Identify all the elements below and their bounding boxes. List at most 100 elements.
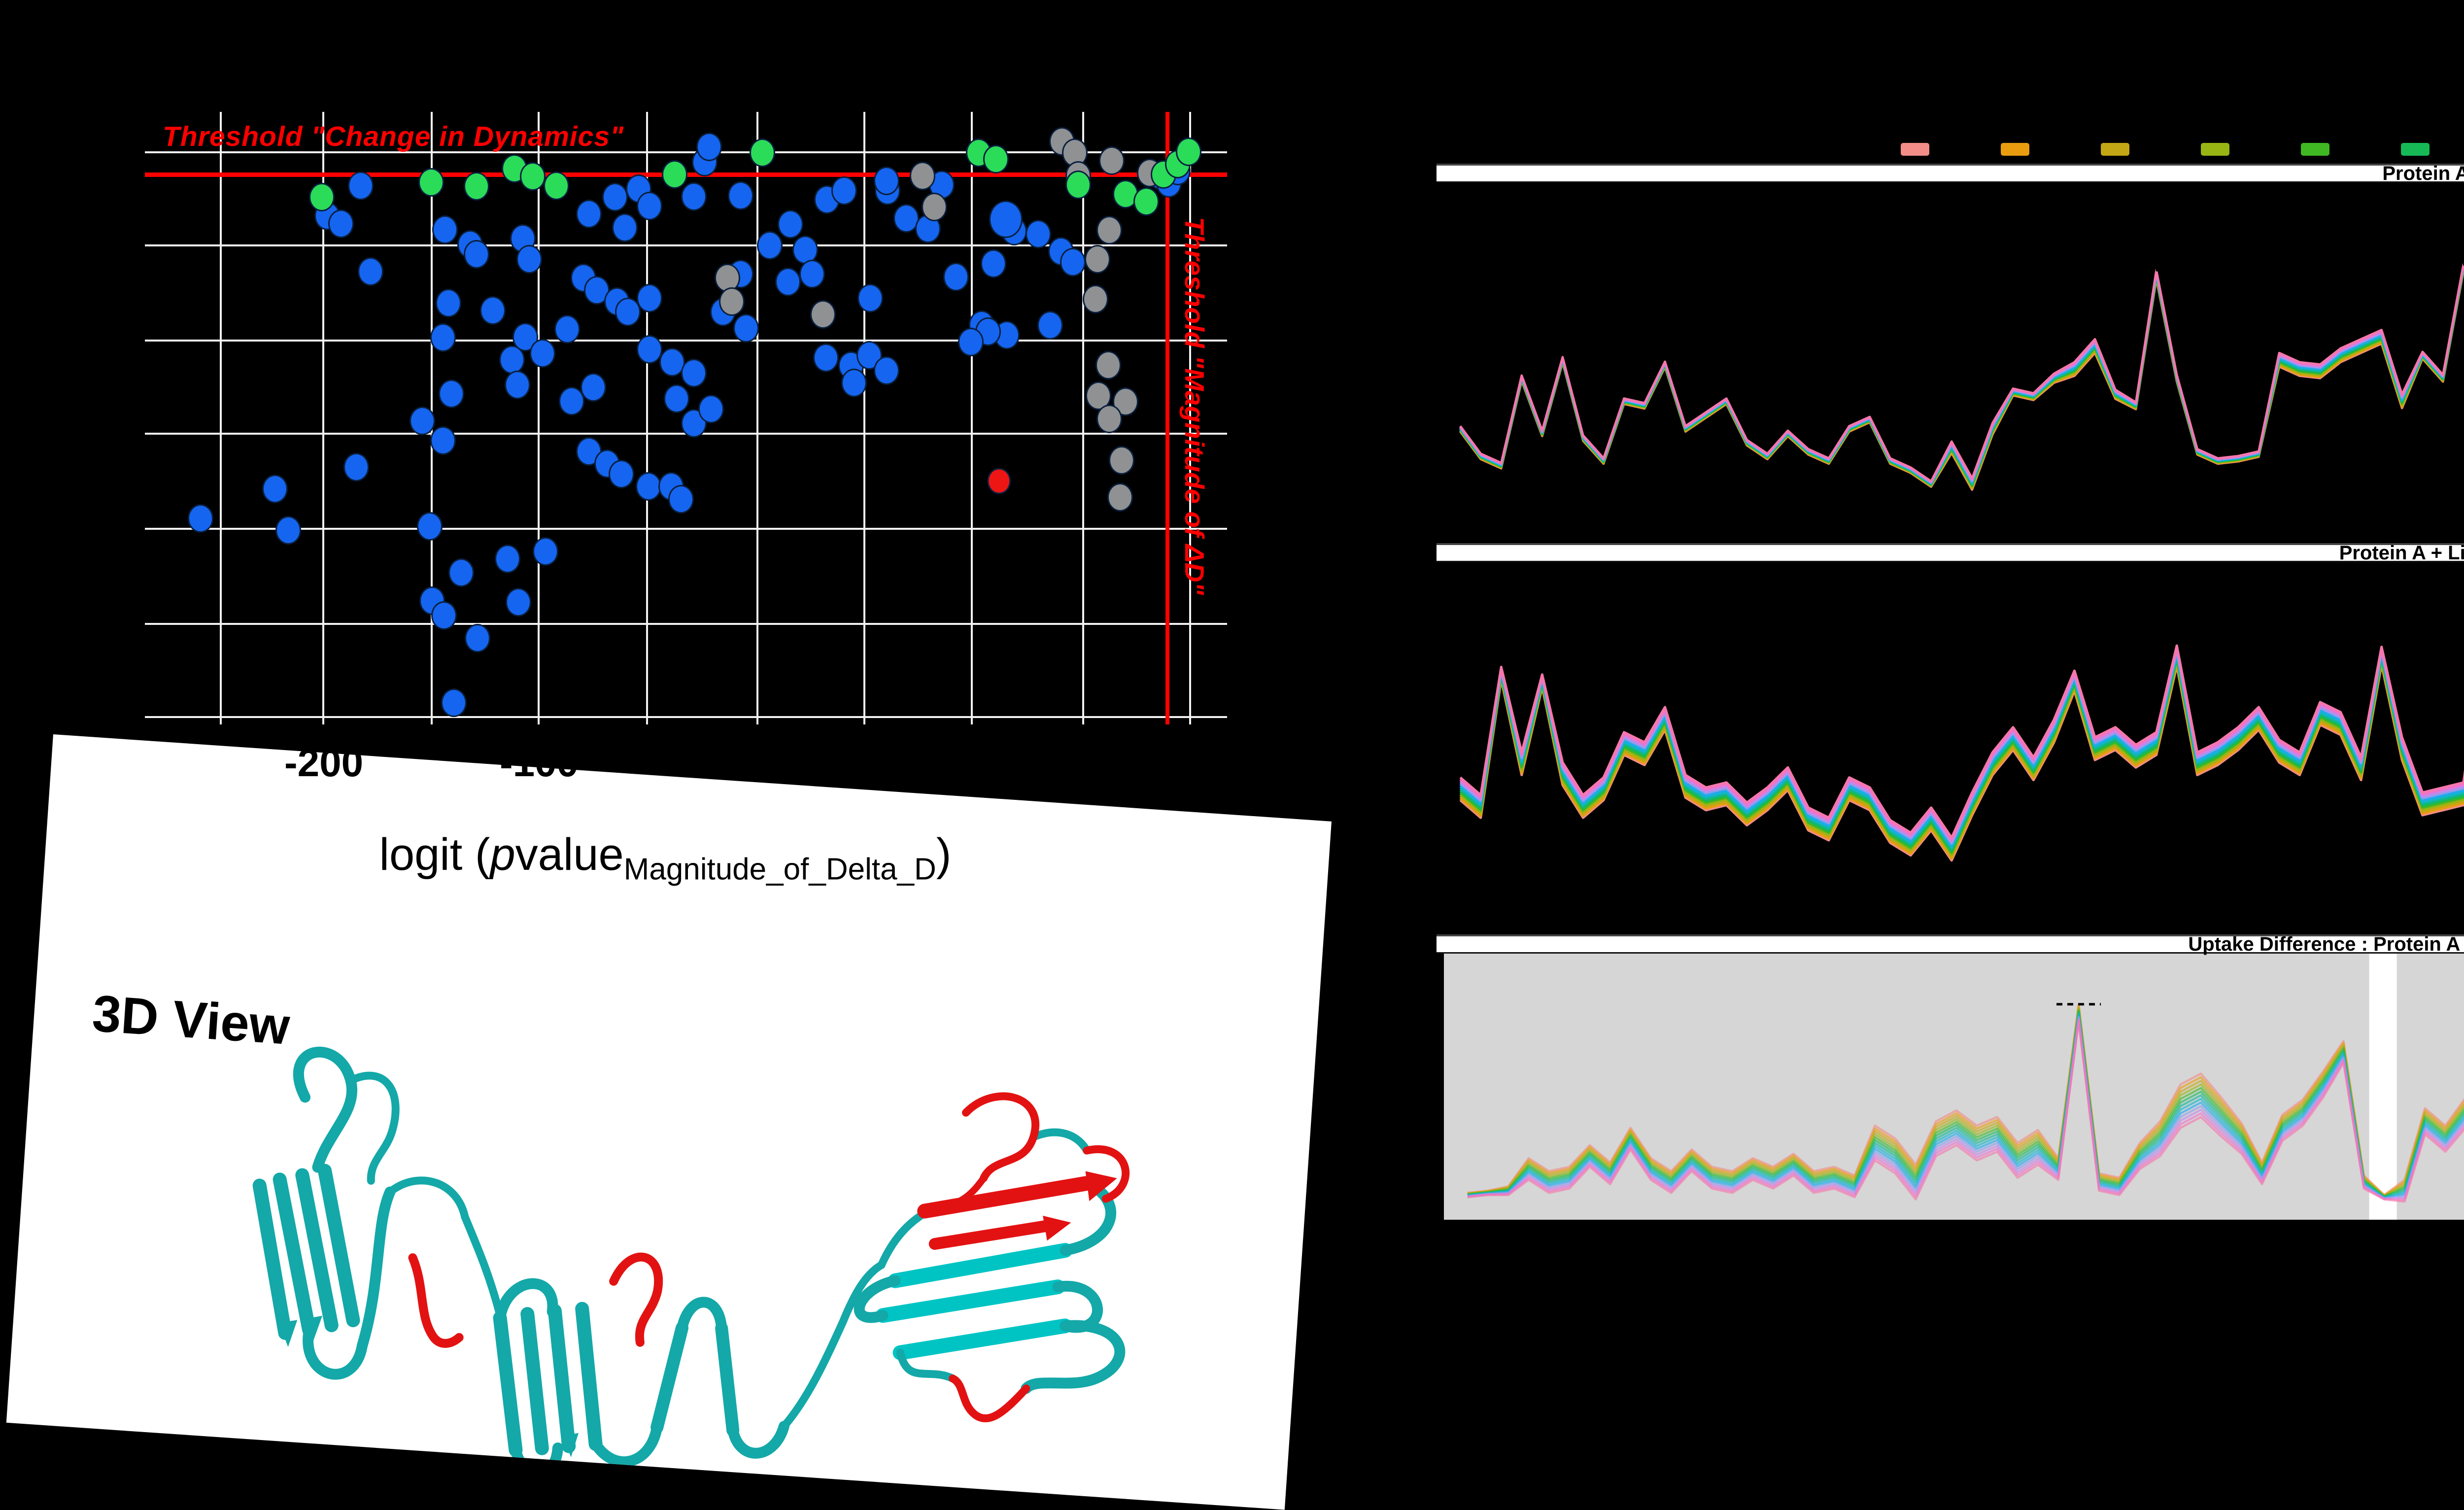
chart-title-bar-protein-a: Protein A — [1437, 163, 2464, 184]
scatter-point-green — [1133, 187, 1160, 216]
series-line-11 — [1459, 646, 2464, 841]
series-line-1 — [1459, 269, 2464, 490]
scatter-point-blue — [505, 370, 531, 399]
scatter-point-gray — [1096, 216, 1123, 245]
series-line-10 — [1459, 648, 2464, 843]
scatter-point-blue — [696, 133, 722, 162]
scatter-point-gray — [810, 300, 836, 329]
scatter-point-gray — [921, 193, 947, 222]
scatter-point-blue — [756, 231, 783, 260]
scatter-point-blue — [495, 544, 521, 573]
scatter-point-blue — [432, 215, 458, 244]
threshold-line-vertical — [1165, 112, 1170, 724]
scatter-point-blue — [463, 240, 489, 269]
scatter-point-blue — [448, 558, 475, 587]
x-tick-minus-100: -100 — [499, 741, 579, 785]
scatter-point-blue — [357, 257, 383, 286]
scatter-point-green — [519, 162, 546, 191]
scatter-point-blue — [681, 359, 707, 388]
scatter-point-blue — [506, 587, 532, 617]
series-line-5 — [1467, 1010, 2464, 1198]
x-tick-minus-200: -200 — [284, 741, 364, 785]
series-line-2 — [1459, 269, 2464, 489]
scatter-point-blue — [1060, 248, 1086, 277]
gridline-horizontal — [145, 151, 1227, 154]
series-line-12 — [1459, 644, 2464, 839]
scatter-point-blue — [857, 284, 884, 313]
chart-title-bar-uptake-difference: Uptake Difference : Protein A - (Protein… — [1437, 933, 2464, 955]
scatter-point-blue — [516, 244, 543, 274]
scatter-point-blue — [635, 472, 661, 501]
scatter-point-gray — [1096, 405, 1123, 434]
scatter-point-blue — [989, 200, 1023, 239]
scatter-point-green — [308, 183, 335, 212]
series-line-7 — [1467, 1013, 2464, 1199]
legend-swatch-0 — [1901, 143, 1929, 156]
scatter-point-blue — [328, 209, 354, 238]
uptake-chart-protein-a — [1459, 263, 2464, 491]
legend-swatch-2 — [2101, 143, 2129, 156]
scatter-point-gray — [1108, 446, 1134, 475]
xlabel-p: p — [490, 829, 515, 880]
series-line-4 — [1467, 1009, 2464, 1198]
series-line-8 — [1467, 1014, 2464, 1200]
timepoint-legend — [1901, 143, 2464, 156]
series-line-8 — [1459, 651, 2464, 847]
scatter-point-blue — [576, 199, 602, 228]
scatter-point-blue — [554, 314, 581, 343]
series-line-2 — [1459, 660, 2464, 858]
chart-title-protein-a-ligand: Protein A + Ligand — [2339, 542, 2464, 564]
scatter-point-blue — [831, 176, 857, 205]
series-line-4 — [1459, 657, 2464, 854]
xlabel-prefix: logit ( — [379, 829, 490, 880]
volcano-axis-labels: -200 -100 logit (pvalueMagnitude_of_Delt… — [148, 741, 1183, 936]
scatter-point-blue — [409, 406, 435, 435]
scatter-point-blue — [893, 204, 919, 233]
scatter-point-blue — [435, 289, 461, 318]
scatter-point-blue — [799, 259, 825, 288]
scatter-point-green — [749, 138, 775, 167]
series-line-9 — [1467, 1016, 2464, 1200]
series-line-1 — [1459, 661, 2464, 860]
legend-swatch-3 — [2201, 143, 2229, 156]
scatter-point-blue — [439, 379, 465, 409]
gridline-horizontal — [145, 716, 1227, 719]
scatter-point-gray — [1082, 284, 1108, 313]
series-line-1 — [1467, 1004, 2464, 1197]
scatter-point-blue — [347, 171, 374, 200]
threshold-change-in-dynamics-label: Threshold "Change in Dynamics" — [163, 121, 624, 152]
series-line-6 — [1459, 654, 2464, 851]
scatter-point-blue — [187, 504, 213, 533]
gridline-vertical — [756, 112, 758, 724]
scatter-point-blue — [668, 485, 694, 514]
protein-teal-ribbon — [252, 1046, 1126, 1479]
gridline-vertical — [863, 112, 866, 724]
scatter-point-gray — [1085, 244, 1111, 274]
gridline-vertical — [646, 112, 648, 724]
scatter-point-blue — [430, 323, 456, 352]
scatter-point-blue — [958, 327, 984, 356]
scatter-point-blue — [529, 339, 555, 368]
scatter-point-green — [418, 168, 444, 197]
scatter-point-blue — [464, 624, 490, 653]
gridline-vertical — [970, 112, 973, 724]
scatter-point-blue — [580, 373, 606, 402]
legend-swatch-4 — [2301, 143, 2329, 156]
series-line-3 — [1459, 658, 2464, 856]
legend-swatch-5 — [2401, 143, 2430, 156]
gridline-vertical — [1082, 112, 1084, 724]
series-line-10 — [1467, 1017, 2464, 1200]
protein-red-ribbon — [408, 1092, 1129, 1423]
series-line-5 — [1459, 655, 2464, 853]
chart-background — [1444, 953, 2464, 1220]
series-line-12 — [1459, 263, 2464, 482]
volcano-plot — [145, 112, 1227, 724]
scatter-point-blue — [479, 296, 506, 325]
scatter-point-blue — [262, 474, 288, 503]
gridline-horizontal — [145, 528, 1227, 530]
scatter-point-blue — [943, 262, 969, 291]
scatter-point-blue — [981, 249, 1007, 278]
hdx-analysis-figure: { "palette": ["#f28d87","#e99d0e","#c3a7… — [6, 112, 2464, 1510]
scatter-point-blue — [1025, 219, 1051, 248]
series-line-0 — [1459, 663, 2464, 862]
